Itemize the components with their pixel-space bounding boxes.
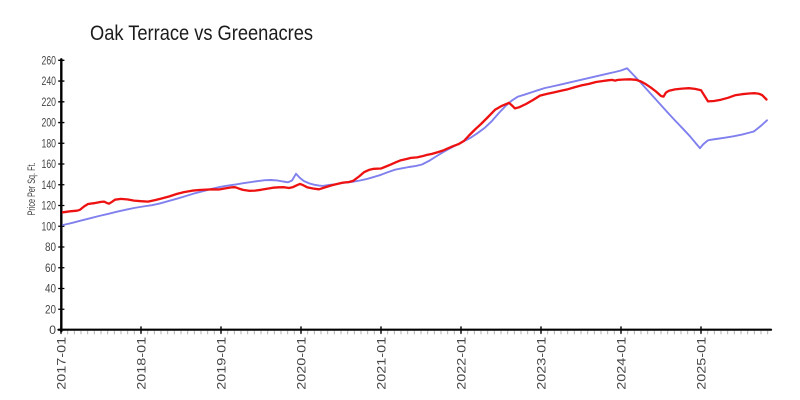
svg-text:Price Per Sq. Ft.: Price Per Sq. Ft. [26, 163, 38, 216]
svg-text:80: 80 [45, 240, 56, 254]
svg-text:180: 180 [42, 136, 57, 150]
svg-text:2019-01: 2019-01 [214, 337, 228, 390]
svg-text:100: 100 [42, 219, 57, 233]
svg-text:160: 160 [42, 157, 57, 171]
svg-text:260: 260 [42, 53, 57, 67]
svg-text:140: 140 [42, 178, 57, 192]
svg-text:40: 40 [45, 282, 56, 296]
svg-text:2018-01: 2018-01 [134, 337, 148, 390]
svg-text:2022-01: 2022-01 [454, 337, 468, 390]
svg-text:220: 220 [42, 95, 57, 109]
svg-text:120: 120 [42, 199, 57, 213]
svg-text:0: 0 [49, 323, 56, 337]
svg-text:2021-01: 2021-01 [374, 337, 388, 390]
svg-text:Oak Terrace vs Greenacres: Oak Terrace vs Greenacres [90, 21, 313, 45]
svg-text:2020-01: 2020-01 [294, 337, 308, 390]
svg-text:2024-01: 2024-01 [614, 337, 628, 390]
svg-text:60: 60 [45, 261, 56, 275]
svg-text:200: 200 [42, 116, 57, 130]
svg-text:2017-01: 2017-01 [54, 337, 68, 390]
svg-text:20: 20 [45, 302, 56, 316]
svg-text:2025-01: 2025-01 [694, 337, 708, 390]
svg-text:2023-01: 2023-01 [534, 337, 548, 390]
svg-text:240: 240 [42, 74, 57, 88]
